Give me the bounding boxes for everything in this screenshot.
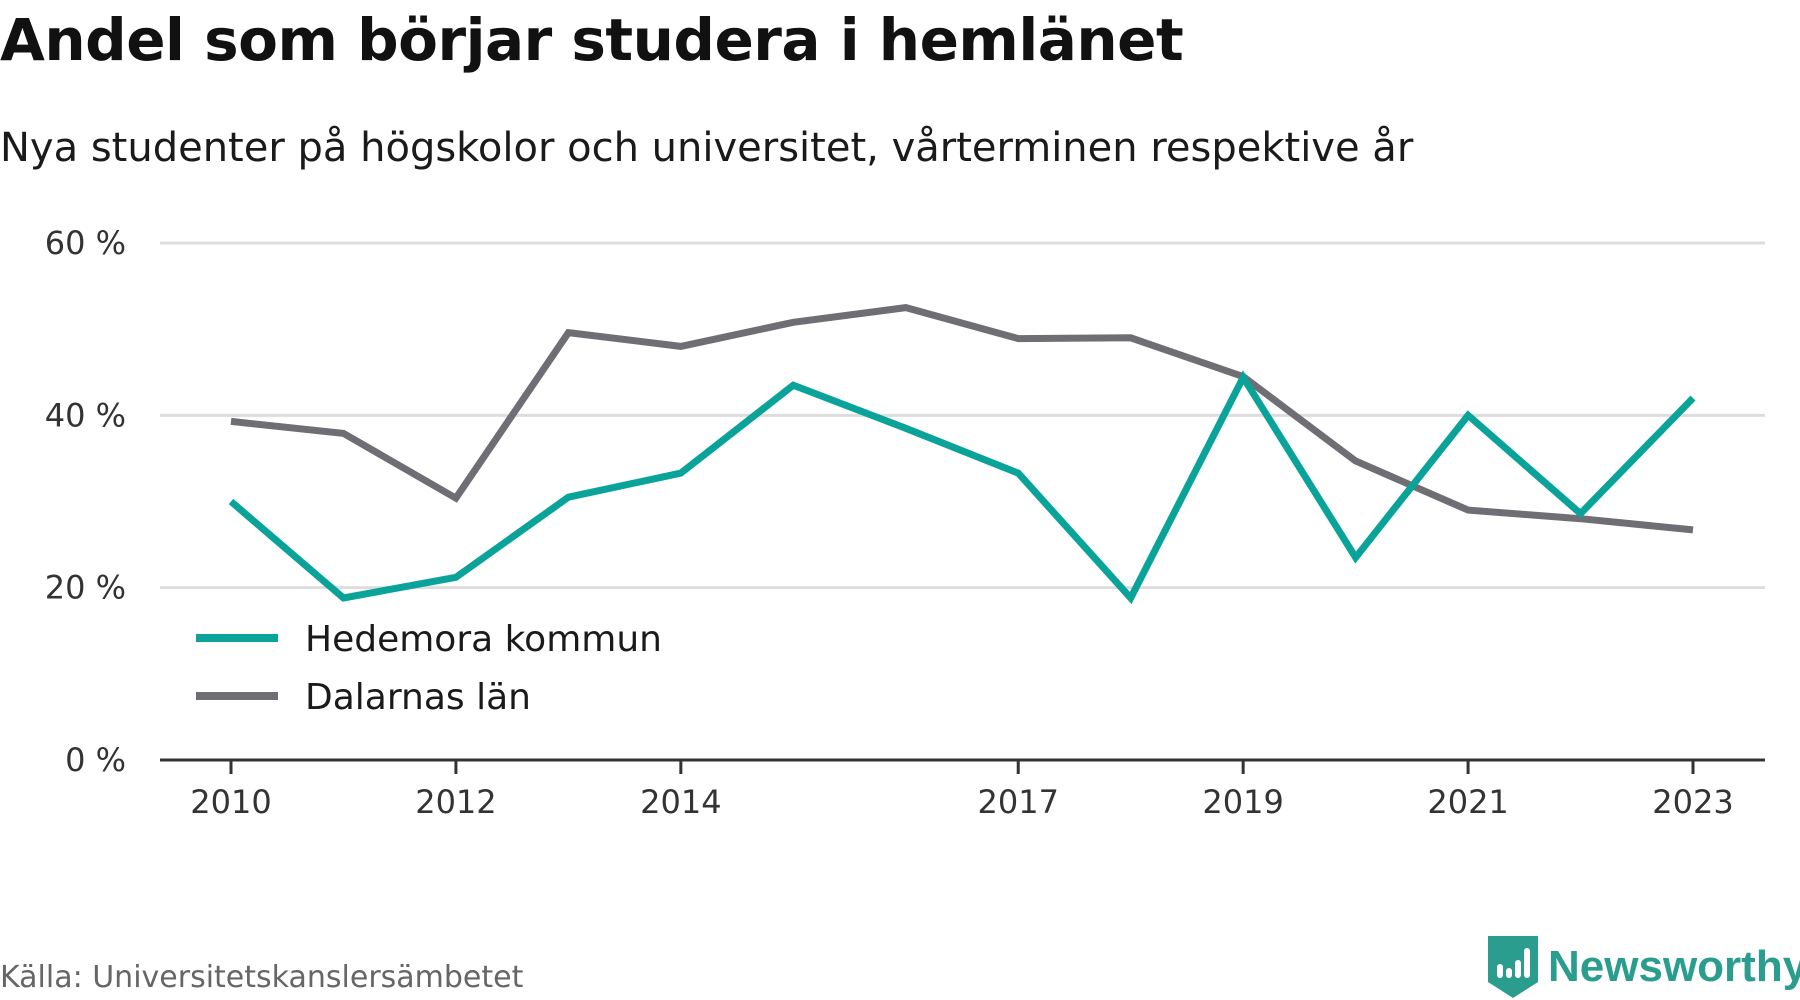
x-tick-label: 2010: [190, 783, 271, 821]
legend-label: Hedemora kommun: [305, 619, 662, 660]
x-tick-label: 2019: [1202, 783, 1283, 821]
x-tick-label: 2017: [978, 783, 1059, 821]
legend: Hedemora kommun Dalarnas län: [196, 619, 662, 718]
y-tick-label: 20 %: [45, 569, 126, 607]
chart-title: Andel som börjar studera i hemlänet: [0, 6, 1184, 74]
series-line-hedemora: [228, 370, 1696, 605]
y-tick-label: 40 %: [45, 396, 126, 434]
series-line-dalarna: [230, 304, 1694, 534]
legend-label: Dalarnas län: [305, 677, 531, 718]
brand-logo[interactable]: Newsworthy: [1488, 936, 1800, 998]
series-lines: [228, 304, 1696, 605]
y-tick-label: 0 %: [65, 741, 126, 779]
bar-chart-shield-icon: [1488, 936, 1538, 998]
y-tick-label: 60 %: [45, 224, 126, 262]
x-tick-label: 2014: [640, 783, 721, 821]
x-axis-ticks: 2010 2012 2014 2017 2019 2021 2023: [190, 760, 1734, 821]
chart-subtitle: Nya studenter på högskolor och universit…: [0, 125, 1414, 171]
source-note: Källa: Universitetskanslersämbetet: [0, 960, 524, 995]
x-tick-label: 2023: [1652, 783, 1733, 821]
y-axis-ticks: 0 % 20 % 40 % 60 %: [45, 224, 126, 779]
x-tick-label: 2012: [415, 783, 496, 821]
brand-name: Newsworthy: [1548, 942, 1800, 991]
x-tick-label: 2021: [1427, 783, 1508, 821]
gridlines: [160, 241, 1765, 590]
